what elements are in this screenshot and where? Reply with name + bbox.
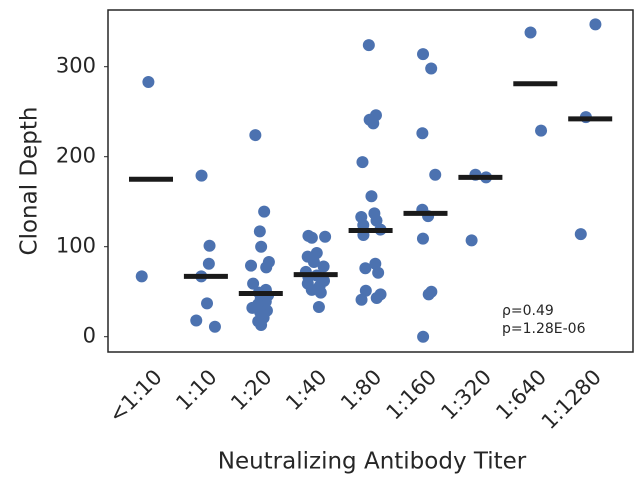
data-point: [305, 231, 318, 244]
data-point: [247, 277, 260, 290]
y-tick-label: 200: [56, 144, 96, 168]
data-point: [307, 256, 320, 268]
x-tick-label: 1:320: [436, 365, 496, 425]
y-tick-label: 300: [56, 54, 96, 78]
data-point: [422, 288, 435, 301]
y-axis-label: Clonal Depth: [17, 107, 43, 256]
data-point: [203, 239, 216, 252]
data-point: [359, 284, 372, 297]
data-point: [260, 261, 273, 274]
data-point: [429, 168, 442, 181]
data-point: [195, 169, 208, 182]
data-point: [202, 257, 215, 270]
data-point: [367, 117, 380, 130]
data-point: [135, 270, 148, 283]
data-point: [362, 39, 375, 52]
data-point: [142, 76, 155, 88]
data-point: [317, 260, 330, 273]
data-point: [365, 190, 378, 203]
data-point: [417, 330, 430, 343]
data-point: [425, 62, 438, 75]
data-point: [589, 18, 602, 31]
data-point: [416, 127, 429, 140]
x-tick-label: 1:80: [336, 365, 386, 415]
data-point: [370, 214, 383, 227]
data-point: [255, 319, 268, 331]
data-point: [305, 283, 318, 296]
data-point: [370, 292, 383, 304]
x-tick-label: 1:160: [382, 365, 442, 425]
data-point: [314, 286, 327, 299]
data-point: [249, 129, 262, 142]
data-point: [417, 48, 430, 61]
data-point: [310, 247, 323, 259]
data-point: [319, 230, 332, 243]
data-point: [255, 240, 268, 253]
x-tick-label: 1:10: [171, 365, 221, 415]
y-tick-label: 100: [56, 234, 96, 258]
x-tick-label: 1:20: [226, 365, 276, 415]
x-tick-label: 1:40: [281, 365, 331, 415]
data-point: [465, 234, 478, 247]
data-point: [369, 257, 382, 270]
data-point: [535, 124, 548, 137]
plot-frame: [107, 9, 634, 353]
x-tick-label: 1:1280: [537, 365, 606, 434]
data-point: [201, 297, 214, 310]
data-point: [356, 156, 369, 169]
data-point: [208, 320, 221, 333]
y-tick-label: 0: [83, 324, 96, 348]
data-point: [253, 225, 266, 238]
data-point: [416, 232, 429, 245]
data-point: [190, 314, 203, 327]
x-tick-label: <1:10: [104, 365, 167, 428]
data-point: [359, 262, 372, 275]
data-point: [312, 301, 325, 313]
data-point: [574, 228, 587, 241]
annotation: p=1.28E-06: [502, 321, 586, 337]
data-point: [524, 26, 537, 39]
data-point: [372, 266, 385, 279]
x-axis-label: Neutralizing Antibody Titer: [218, 449, 527, 475]
data-point: [355, 293, 368, 306]
annotation: ρ=0.49: [502, 303, 554, 319]
data-point: [245, 259, 258, 272]
data-point: [258, 205, 271, 218]
